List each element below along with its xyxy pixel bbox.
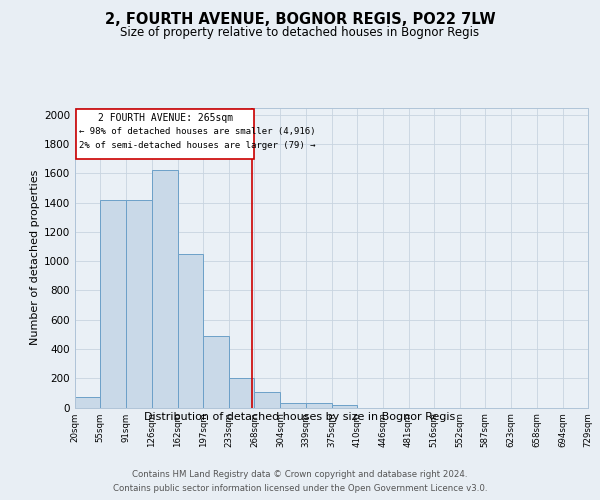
Text: Contains public sector information licensed under the Open Government Licence v3: Contains public sector information licen… (113, 484, 487, 493)
Bar (75, 396, 100, 407)
Text: Size of property relative to detached houses in Bognor Regis: Size of property relative to detached ho… (121, 26, 479, 39)
Bar (203, 336, 229, 407)
Bar (306, 403, 332, 407)
Bar (152, 170, 178, 408)
Bar (280, 403, 306, 407)
Text: 2 FOURTH AVENUE: 265sqm: 2 FOURTH AVENUE: 265sqm (98, 113, 233, 123)
Bar (127, 200, 152, 408)
Bar (332, 404, 357, 407)
Bar (100, 200, 127, 408)
Text: 2% of semi-detached houses are larger (79) →: 2% of semi-detached houses are larger (7… (79, 141, 315, 150)
FancyBboxPatch shape (76, 108, 254, 158)
Y-axis label: Number of detached properties: Number of detached properties (30, 170, 40, 345)
Text: Contains HM Land Registry data © Crown copyright and database right 2024.: Contains HM Land Registry data © Crown c… (132, 470, 468, 479)
Bar (178, 254, 203, 408)
Text: 2, FOURTH AVENUE, BOGNOR REGIS, PO22 7LW: 2, FOURTH AVENUE, BOGNOR REGIS, PO22 7LW (104, 12, 496, 28)
Bar (229, 378, 254, 408)
Text: Distribution of detached houses by size in Bognor Regis: Distribution of detached houses by size … (145, 412, 455, 422)
Bar (254, 392, 280, 407)
Text: ← 98% of detached houses are smaller (4,916): ← 98% of detached houses are smaller (4,… (79, 126, 315, 136)
